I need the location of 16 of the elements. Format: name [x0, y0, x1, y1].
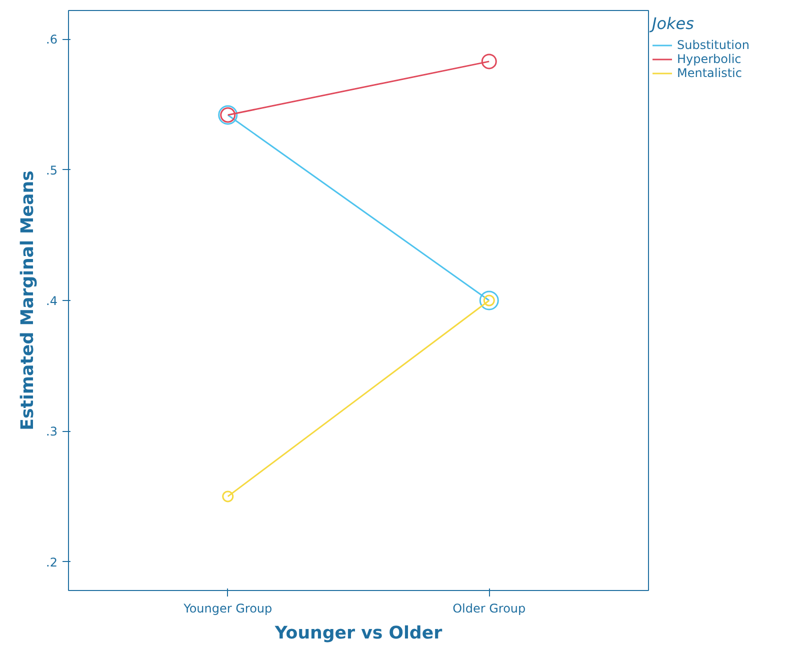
y-axis-title: Estimated Marginal Means — [18, 170, 38, 430]
legend-label: Mentalistic — [677, 66, 742, 80]
legend-title: Jokes — [652, 14, 695, 33]
point — [481, 54, 497, 70]
point — [479, 290, 499, 310]
y-tick-label: .3 — [46, 424, 58, 439]
legend-label: Hyperbolic — [677, 52, 742, 66]
y-tick-label: .4 — [46, 294, 58, 308]
point — [222, 490, 234, 502]
y-tick-label: .2 — [46, 555, 58, 570]
y-tick-label: .6 — [46, 32, 58, 47]
x-tick-label: Younger Group — [182, 602, 272, 616]
x-tick-label: Older Group — [452, 602, 526, 616]
y-tick-label: .5 — [46, 163, 58, 178]
x-axis-title: Younger vs Older — [274, 624, 443, 644]
legend-label: Substitution — [677, 38, 750, 52]
